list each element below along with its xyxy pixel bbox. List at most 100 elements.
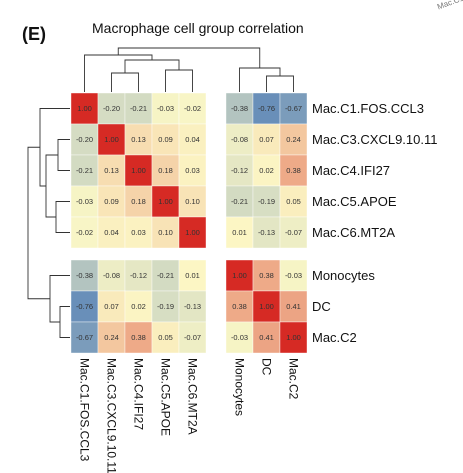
cell-value-label: -0.20 (76, 135, 93, 144)
row-label: Monocytes (312, 268, 375, 283)
heatmap-cell (279, 321, 308, 354)
heatmap-cell (178, 259, 207, 292)
cell-value-label: 1.00 (286, 333, 301, 342)
cell-value-label: 0.10 (185, 197, 200, 206)
heatmap-cell (151, 290, 180, 323)
heatmap-cell (178, 185, 207, 218)
cell-value-label: -0.21 (76, 166, 93, 175)
heatmap-cell (252, 92, 281, 125)
heatmap-cell (178, 290, 207, 323)
cell-value-label: 0.04 (104, 228, 119, 237)
heatmap-cell (70, 185, 99, 218)
cell-value-label: 0.07 (259, 135, 274, 144)
cell-value-label: 0.38 (131, 333, 146, 342)
chart-title: Macrophage cell group correlation (92, 20, 304, 36)
heatmap-cell (178, 321, 207, 354)
cell-value-label: 0.07 (104, 302, 119, 311)
column-branch (266, 75, 294, 92)
heatmap-cell (225, 123, 254, 156)
cell-value-label: 0.09 (104, 197, 119, 206)
heatmap-cell (279, 154, 308, 187)
cell-value-label: 0.10 (158, 228, 173, 237)
cell-value-label: 0.41 (286, 302, 301, 311)
cell-value-label: -0.76 (76, 302, 93, 311)
heatmap-cell (124, 185, 153, 218)
cell-value-label: -0.19 (258, 197, 275, 206)
cell-value-label: 1.00 (131, 166, 146, 175)
cell-value-label: 0.24 (104, 333, 119, 342)
cell-value-label: 1.00 (259, 302, 274, 311)
column-branch (117, 47, 261, 68)
cell-value-label: -0.38 (231, 104, 248, 113)
heatmap-cell (97, 154, 126, 187)
cell-value-label: 0.13 (104, 166, 119, 175)
heatmap-cell (279, 185, 308, 218)
cell-value-label: -0.20 (103, 104, 120, 113)
column-labels: Mac.C1.FOS.CCL3 Mac.C3.CXCL9.10.11 Mac.C4.… (78, 358, 301, 473)
heatmap-cell (178, 154, 207, 187)
heatmap-cell (70, 123, 99, 156)
column-label: Mac.C4.IFI27 (132, 358, 146, 430)
cell-value-label: -0.08 (103, 271, 120, 280)
heatmap-cell (225, 321, 254, 354)
heatmap-cell (252, 154, 281, 187)
cell-value-label: -0.38 (76, 271, 93, 280)
cell-value-label: 0.24 (286, 135, 301, 144)
heatmap-cell (252, 216, 281, 249)
cell-value-label: 0.09 (158, 135, 173, 144)
heatmap-cell (151, 216, 180, 249)
row-label: Mac.C2 (312, 330, 357, 345)
cell-value-label: -0.67 (76, 333, 93, 342)
row-labels: Mac.C1.FOS.CCL3 Mac.C3.CXCL9.10.11 Mac.C4.… (312, 101, 438, 345)
column-label: Mac.C2 (287, 358, 301, 400)
cell-value-label: -0.12 (231, 166, 248, 175)
heatmap-cell (97, 185, 126, 218)
column-branch (165, 69, 193, 92)
cell-value-label: -0.02 (184, 104, 201, 113)
heatmap-cell (97, 321, 126, 354)
cell-value-label: 0.18 (158, 166, 173, 175)
row-branch (27, 146, 50, 300)
heatmap-cell (70, 154, 99, 187)
row-branch (59, 306, 70, 338)
row-label: Mac.C5.APOE (312, 194, 397, 209)
cell-value-label: 0.18 (131, 197, 146, 206)
row-label: Mac.C6.MT2A (312, 225, 395, 240)
panel-label: (E) (22, 24, 46, 44)
cell-value-label: 0.01 (232, 228, 247, 237)
cell-value-label: 0.13 (131, 135, 146, 144)
row-branch (55, 201, 70, 233)
heatmap-cell (124, 321, 153, 354)
heatmap-cell (151, 321, 180, 354)
column-label: Mac.C5.APOE (159, 358, 173, 436)
heatmap-cell (124, 216, 153, 249)
column-dendrogram (84, 47, 294, 92)
heatmap-cell (225, 290, 254, 323)
cell-value-label: 0.01 (185, 271, 200, 280)
heatmap-cell (178, 216, 207, 249)
row-branch (57, 139, 70, 171)
cell-value-label: 0.38 (286, 166, 301, 175)
cell-value-label: 1.00 (77, 104, 92, 113)
heatmap-cell (70, 216, 99, 249)
cell-value-label: -0.08 (231, 135, 248, 144)
heatmap-cell (97, 290, 126, 323)
cell-value-label: -0.07 (184, 333, 201, 342)
cell-value-label: 0.38 (232, 302, 247, 311)
heatmap-cell (151, 185, 180, 218)
heatmap-cells: 1.00 -0.20 -0.21 -0.03 -0.02 -0.38 -0.76 -0.67 -… (70, 92, 308, 354)
column-label: Mac.C1.FOS.CCL3 (78, 358, 92, 462)
cell-value-label: 0.41 (259, 333, 274, 342)
cell-value-label: 0.03 (185, 166, 200, 175)
cell-value-label: -0.67 (285, 104, 302, 113)
cell-value-label: -0.21 (231, 197, 248, 206)
cell-value-label: 0.02 (131, 302, 146, 311)
cell-value-label: -0.76 (258, 104, 275, 113)
cell-value-label: -0.03 (231, 333, 248, 342)
heatmap-cell (97, 123, 126, 156)
column-label: Mac.C6.MT2A (186, 358, 200, 435)
cell-value-label: 0.04 (185, 135, 200, 144)
column-branch (239, 67, 281, 92)
column-branch (124, 59, 180, 73)
